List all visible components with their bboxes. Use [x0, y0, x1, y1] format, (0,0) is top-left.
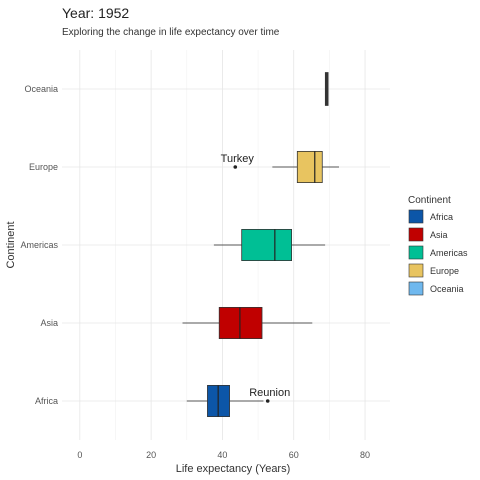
- y-tick-label: Asia: [40, 318, 58, 328]
- box-americas: [213, 228, 326, 261]
- legend-swatch: [408, 227, 424, 242]
- legend-label: Africa: [430, 212, 453, 222]
- box-oceania: [324, 72, 329, 106]
- box-iqr: [241, 228, 292, 261]
- outlier-point: [265, 399, 270, 403]
- y-tick-label: Europe: [29, 162, 58, 172]
- box-iqr: [218, 306, 263, 339]
- box-africa: [186, 384, 270, 417]
- boxes: [182, 72, 340, 417]
- box-asia: [182, 306, 313, 339]
- legend-title: Continent: [408, 195, 451, 206]
- legend: Continent Africa Asia Americas Europe Oceani…: [408, 195, 468, 296]
- x-tick-label: 20: [146, 450, 156, 460]
- chart-title: Year: 1952: [62, 5, 129, 21]
- x-tick-label: 40: [217, 450, 227, 460]
- chart-subtitle: Exploring the change in life expectancy …: [62, 27, 280, 38]
- box-iqr: [324, 72, 329, 106]
- x-axis-label: Life expectancy (Years): [176, 463, 291, 475]
- legend-swatch: [408, 263, 424, 278]
- legend-label: Oceania: [430, 284, 464, 294]
- x-tick-label: 60: [289, 450, 299, 460]
- axes: 0 20 40 60 80 Africa Asia Americas Europe Oceania: [20, 84, 370, 460]
- legend-label: Americas: [430, 248, 468, 258]
- y-tick-label: Oceania: [24, 84, 58, 94]
- y-tick-label: Africa: [35, 396, 58, 406]
- outlier-point: [233, 165, 238, 169]
- legend-swatch: [408, 281, 424, 296]
- box-europe: [233, 150, 340, 183]
- x-tick-label: 0: [77, 450, 82, 460]
- legend-label: Europe: [430, 266, 459, 276]
- box-iqr: [296, 150, 323, 183]
- annotation-label: Reunion: [249, 387, 290, 399]
- annotations: Reunion Turkey: [221, 153, 291, 399]
- legend-swatch: [408, 245, 424, 260]
- y-axis-label: Continent: [5, 221, 17, 268]
- annotation-label: Turkey: [221, 153, 255, 165]
- x-tick-label: 80: [360, 450, 370, 460]
- legend-swatch: [408, 209, 424, 224]
- legend-label: Asia: [430, 230, 448, 240]
- y-tick-label: Americas: [20, 240, 58, 250]
